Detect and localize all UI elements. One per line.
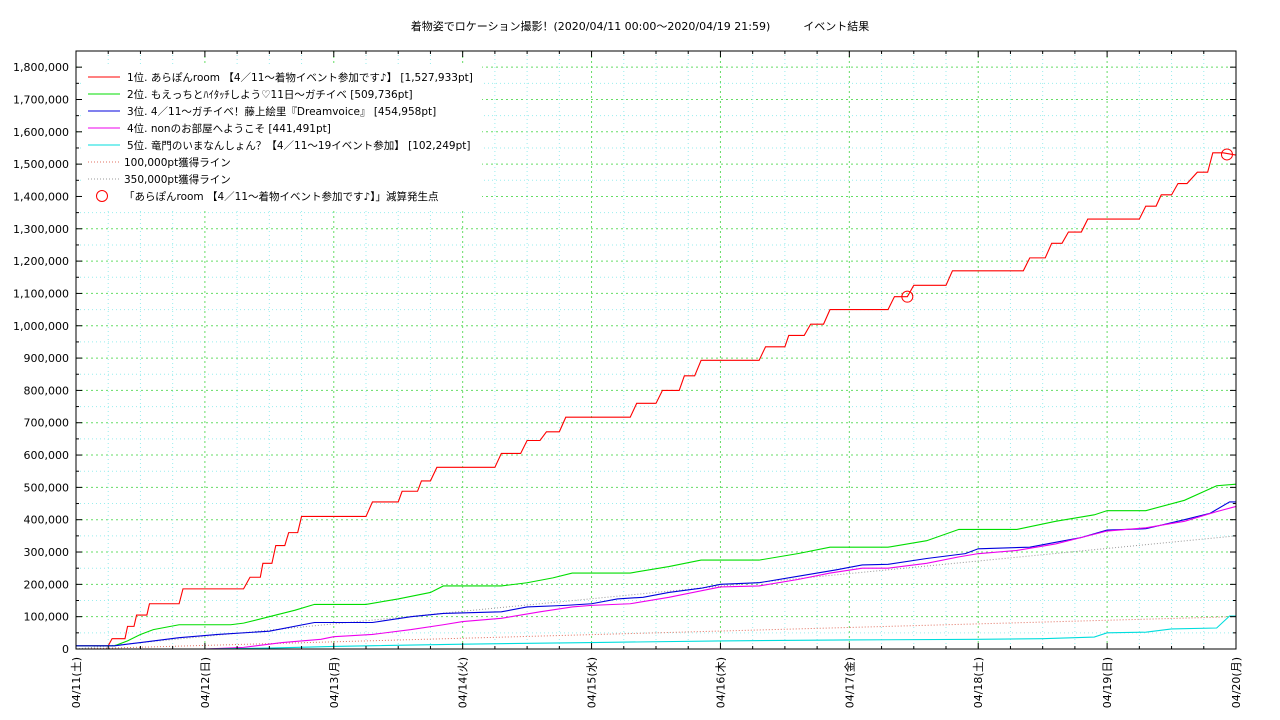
legend-label: 4位. nonのお部屋へようこそ [441,491pt] xyxy=(127,122,331,135)
y-tick-label: 100,000 xyxy=(24,611,70,624)
series-line xyxy=(76,505,1237,650)
reference-lines xyxy=(75,535,1237,650)
legend: 1位. あらぽんroom 【4／11〜着物イベント参加です♪】 [1,527,9… xyxy=(82,66,482,208)
y-tick-label: 1,200,000 xyxy=(13,255,69,268)
y-tick-label: 200,000 xyxy=(24,578,70,591)
x-tick-label: 04/19(日) xyxy=(1101,657,1114,708)
legend-label: 2位. もえっちとﾊｲﾀｯﾁしよう♡11日〜ガチイベ [509,736pt] xyxy=(127,88,413,101)
legend-label: 3位. 4／11〜ガチイベ！藤上絵里『Dreamvoice』 [454,958p… xyxy=(127,105,436,118)
y-tick-label: 0 xyxy=(62,643,69,656)
x-tick-label: 04/16(木) xyxy=(714,657,727,708)
decrement-markers xyxy=(901,148,1233,303)
x-tick-label: 04/14(火) xyxy=(457,657,470,708)
series-lines xyxy=(76,152,1237,650)
y-tick-label: 1,300,000 xyxy=(13,223,69,236)
series-line xyxy=(76,483,1237,647)
series-line xyxy=(76,152,1237,647)
grid xyxy=(76,50,1236,649)
axes: 0 100,000 200,000 300,000 400,000 500,000 600,… xyxy=(13,50,1243,708)
y-tick-label: 800,000 xyxy=(24,384,70,397)
chart-title: 着物姿でロケーション撮影！(2020/04/11 00:00〜2020/04/1… xyxy=(410,20,870,33)
y-tick-label: 1,800,000 xyxy=(13,61,69,74)
y-tick-label: 1,700,000 xyxy=(13,93,69,106)
x-tick-label: 04/15(水) xyxy=(586,657,599,708)
x-tick-label: 04/20(月) xyxy=(1230,657,1243,708)
y-tick-label: 1,500,000 xyxy=(13,158,69,171)
x-tick-label: 04/12(日) xyxy=(199,657,212,708)
y-tick-label: 1,600,000 xyxy=(13,126,69,139)
decrement-marker xyxy=(901,290,914,303)
x-tick-label: 04/17(金) xyxy=(842,657,856,708)
legend-label: 350,000pt獲得ライン xyxy=(124,173,231,186)
x-tick-label: 04/18(土) xyxy=(972,657,985,708)
y-tick-label: 1,100,000 xyxy=(13,287,69,300)
legend-label: 1位. あらぽんroom 【4／11〜着物イベント参加です♪】 [1,527,9… xyxy=(127,71,473,84)
y-tick-label: 400,000 xyxy=(24,514,70,527)
y-tick-label: 1,000,000 xyxy=(13,320,69,333)
x-tick-label: 04/11(土) xyxy=(70,657,83,708)
decrement-marker xyxy=(1220,148,1233,161)
legend-label: 5位. 竜門のいまなんしょん？【4／11〜19イベント参加】 [102,249p… xyxy=(127,139,471,152)
reference-line xyxy=(75,535,1237,650)
y-tick-label: 1,400,000 xyxy=(13,190,69,203)
y-tick-label: 900,000 xyxy=(24,352,70,365)
series-line xyxy=(76,615,1236,650)
x-tick-label: 04/13(月) xyxy=(328,657,341,708)
y-tick-label: 700,000 xyxy=(24,417,70,430)
y-tick-label: 600,000 xyxy=(24,449,70,462)
legend-label: 100,000pt獲得ライン xyxy=(124,156,231,169)
legend-label: 「あらぽんroom 【4／11〜着物イベント参加です♪】」減算発生点 xyxy=(124,190,439,203)
y-tick-label: 500,000 xyxy=(24,481,70,494)
y-tick-label: 300,000 xyxy=(24,546,70,559)
legend-marker xyxy=(96,190,108,202)
legend-background xyxy=(82,66,482,208)
